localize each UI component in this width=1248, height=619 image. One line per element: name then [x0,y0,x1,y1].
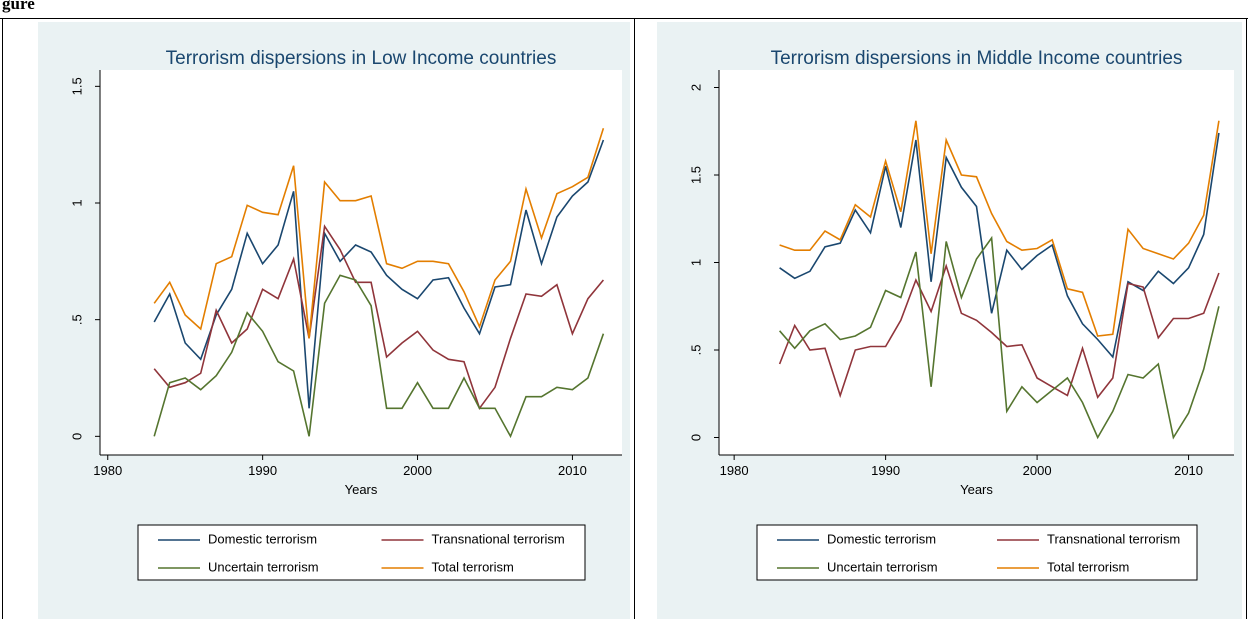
legend-label: Transnational terrorism [432,531,565,546]
series-line [778,235,1220,440]
legend-box [137,524,586,581]
x-axis-label: Years [345,482,378,497]
legend-label: Domestic terrorism [208,531,317,546]
chart-title: Terrorism dispersions in Middle Income c… [771,48,1183,69]
x-axis-label: Years [960,482,993,497]
series-line [779,120,1220,337]
x-tick-label: 2000 [403,463,432,478]
legend-label: Uncertain terrorism [827,559,938,574]
legend-box [756,524,1198,581]
y-tick-label: 0 [688,434,703,441]
y-tick-label: 1.5 [69,77,84,95]
y-tick-label: 1 [69,199,84,206]
figure-label: gure [2,0,35,13]
series-line [153,224,605,411]
frame-right [1246,18,1247,619]
series-line [153,128,605,339]
chart-panel: Terrorism dispersions in Middle Income c… [657,22,1242,619]
x-tick-label: 1990 [871,463,900,478]
legend-label: Uncertain terrorism [208,559,319,574]
chart-panel: Terrorism dispersions in Low Income coun… [38,22,630,619]
y-tick-label: 1.5 [688,166,703,184]
x-tick-label: 2010 [558,463,587,478]
y-tick-label: 2 [688,84,703,91]
series-line [153,139,605,409]
series-line [153,274,605,439]
y-tick-label: 1 [688,259,703,266]
plot-area [100,70,622,455]
y-tick-label: .5 [69,314,84,325]
legend-label: Transnational terrorism [1047,531,1180,546]
legend-label: Total terrorism [1047,559,1129,574]
x-tick-label: 2000 [1023,463,1052,478]
x-tick-label: 1990 [248,463,277,478]
y-tick-label: .5 [688,345,703,356]
legend-label: Total terrorism [432,559,514,574]
frame-top [0,18,1248,19]
x-tick-label: 1980 [720,463,749,478]
chart-title: Terrorism dispersions in Low Income coun… [166,48,557,69]
series-line [779,132,1220,359]
series-line [778,263,1220,399]
plot-area [719,70,1234,455]
x-tick-label: 2010 [1174,463,1203,478]
frame-mid [634,18,635,619]
legend-label: Domestic terrorism [827,531,936,546]
y-tick-label: 0 [69,433,84,440]
x-tick-label: 1980 [93,463,122,478]
frame-left [2,18,3,619]
